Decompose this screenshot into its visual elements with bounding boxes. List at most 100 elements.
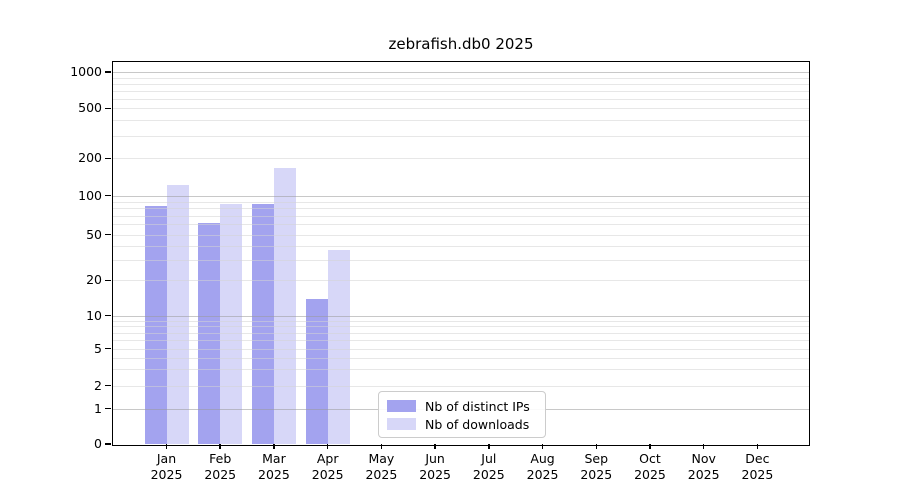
month-name: Nov [691, 451, 716, 466]
y-tick-mark [105, 157, 111, 160]
y-tick-mark [105, 107, 111, 110]
bar-downloads [166, 184, 189, 444]
month-name: May [368, 451, 395, 466]
y-tick-mark [105, 443, 111, 445]
x-tick-mark [541, 444, 544, 449]
month-name: Mar [262, 451, 286, 466]
gridline-minor [112, 234, 810, 236]
x-tick-mark [756, 444, 759, 449]
x-axis-month-label: Feb 2025 [193, 451, 247, 482]
legend-item: Nb of downloads [387, 416, 537, 432]
bar-downloads [273, 168, 296, 444]
x-axis-month-label: Apr 2025 [301, 451, 355, 482]
month-year: 2025 [311, 466, 344, 482]
x-axis-month-label: Oct 2025 [623, 451, 677, 482]
bar-downloads [327, 249, 350, 444]
y-axis-tick-label: 500 [78, 100, 102, 116]
x-tick-mark [273, 444, 275, 449]
month-year: 2025 [365, 466, 398, 482]
x-axis-month-label: Aug 2025 [516, 451, 570, 482]
x-tick-mark [219, 444, 221, 449]
legend-label: Nb of downloads [425, 416, 530, 432]
month-name: Feb [209, 451, 232, 466]
gridline-minor [112, 208, 810, 210]
legend-swatch [387, 418, 416, 430]
bar-distinct-ips [251, 204, 274, 444]
bar-distinct-ips [144, 206, 167, 444]
gridline-minor [112, 98, 810, 100]
x-tick-mark [380, 444, 383, 449]
x-axis-month-label: Jul 2025 [462, 451, 516, 482]
x-axis-month-label: May 2025 [354, 451, 408, 482]
gridline-minor [112, 90, 810, 92]
month-name: Jan [156, 451, 177, 466]
gridline-minor [112, 280, 810, 282]
month-name: Aug [530, 451, 555, 466]
y-tick-mark [105, 194, 111, 197]
bar-distinct-ips [305, 298, 328, 444]
y-axis-tick-label: 0 [94, 436, 102, 451]
bar-downloads [220, 203, 243, 444]
legend-label: Nb of distinct IPs [425, 398, 530, 414]
y-tick-mark [105, 279, 111, 282]
y-axis-tick-label: 1 [94, 400, 102, 416]
month-year: 2025 [526, 466, 559, 482]
y-tick-mark [105, 71, 111, 73]
gridline-minor [112, 385, 810, 387]
gridline-minor [112, 332, 810, 334]
x-axis-month-label: Mar 2025 [247, 451, 301, 482]
month-year: 2025 [150, 466, 183, 482]
month-name: Apr [316, 451, 339, 466]
x-axis-month-label: Jan 2025 [140, 451, 194, 482]
chart-title: zebrafish.db0 2025 [388, 35, 534, 53]
gridline-minor [112, 260, 810, 262]
legend: Nb of distinct IPs Nb of downloads [378, 391, 546, 438]
gridline-minor [112, 108, 810, 110]
y-tick-mark [105, 347, 111, 350]
x-tick-mark [488, 444, 490, 449]
y-axis-tick-label: 5 [94, 340, 102, 356]
gridline-minor [112, 369, 810, 371]
x-tick-mark [595, 444, 597, 449]
x-tick-mark [649, 444, 651, 449]
gridline-minor [112, 201, 810, 203]
gridline-minor [112, 320, 810, 322]
gridline-major [112, 315, 810, 317]
gridline-minor [112, 326, 810, 328]
gridline-minor [112, 120, 810, 122]
legend-item: Nb of distinct IPs [387, 398, 537, 414]
gridline-major [112, 195, 810, 197]
gridline-minor [112, 83, 810, 85]
month-name: Jun [425, 451, 445, 466]
gridline-minor [112, 77, 810, 79]
y-tick-mark [105, 384, 111, 387]
gridline-minor [112, 348, 810, 350]
y-axis-tick-label: 100 [78, 187, 102, 203]
x-tick-mark [326, 444, 329, 449]
month-year: 2025 [419, 466, 451, 482]
gridline-minor [112, 224, 810, 226]
y-tick-mark [105, 233, 111, 236]
month-year: 2025 [634, 466, 666, 482]
x-axis-month-label: Jun 2025 [408, 451, 462, 482]
y-axis-tick-label: 20 [86, 272, 102, 288]
gridline-minor [112, 340, 810, 342]
legend-swatch [387, 400, 416, 412]
x-axis-month-label: Dec 2025 [730, 451, 784, 482]
y-tick-mark [105, 407, 111, 410]
month-year: 2025 [580, 466, 613, 482]
y-axis-tick-label: 50 [86, 226, 102, 242]
month-name: Oct [639, 451, 661, 466]
month-year: 2025 [741, 466, 774, 482]
month-year: 2025 [258, 466, 290, 482]
gridline-minor [112, 136, 810, 138]
month-year: 2025 [204, 466, 237, 482]
gridline-minor [112, 215, 810, 217]
x-axis-month-label: Sep 2025 [569, 451, 623, 482]
y-axis-tick-label: 1000 [70, 64, 102, 79]
x-tick-mark [434, 444, 436, 449]
gridline-major [112, 72, 810, 73]
y-axis-tick-label: 10 [86, 307, 102, 323]
